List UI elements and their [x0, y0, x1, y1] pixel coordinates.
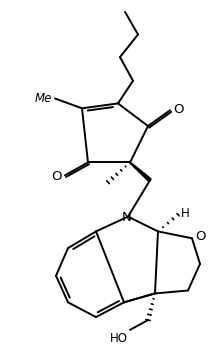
Polygon shape — [130, 162, 151, 181]
Text: Me: Me — [35, 92, 52, 105]
Text: O: O — [173, 103, 184, 116]
Text: H: H — [181, 207, 190, 220]
Text: O: O — [52, 170, 62, 183]
Text: HO: HO — [110, 332, 128, 345]
Text: N: N — [122, 211, 132, 224]
Text: O: O — [195, 230, 205, 243]
